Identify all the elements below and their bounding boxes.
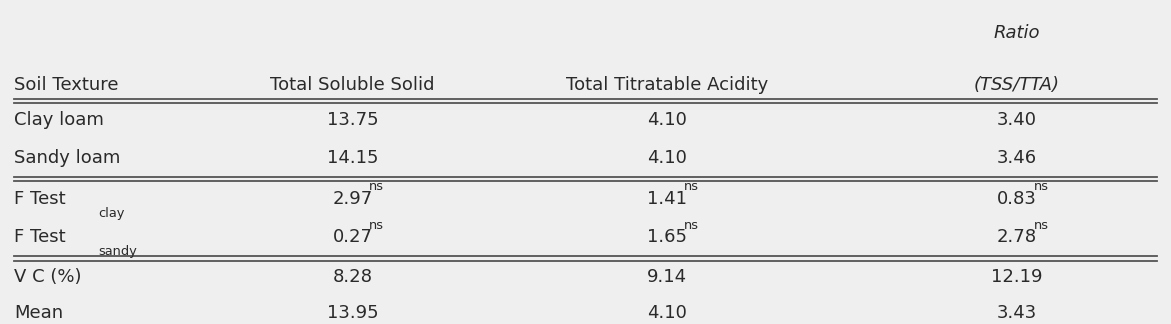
Text: 0.27: 0.27 xyxy=(333,228,372,246)
Text: ns: ns xyxy=(369,218,384,232)
Text: F Test: F Test xyxy=(14,228,66,246)
Text: ns: ns xyxy=(1034,218,1048,232)
Text: Soil Texture: Soil Texture xyxy=(14,76,119,94)
Text: 3.46: 3.46 xyxy=(997,149,1036,167)
Text: (TSS/TTA): (TSS/TTA) xyxy=(974,76,1060,94)
Text: 3.43: 3.43 xyxy=(997,304,1036,322)
Text: sandy: sandy xyxy=(98,245,137,258)
Text: Ratio: Ratio xyxy=(993,24,1040,42)
Text: 9.14: 9.14 xyxy=(648,268,687,286)
Text: Sandy loam: Sandy loam xyxy=(14,149,121,167)
Text: 1.41: 1.41 xyxy=(648,190,687,208)
Text: Clay loam: Clay loam xyxy=(14,111,104,129)
Text: ns: ns xyxy=(1034,180,1048,193)
Text: ns: ns xyxy=(369,180,384,193)
Text: F Test: F Test xyxy=(14,190,66,208)
Text: V C (%): V C (%) xyxy=(14,268,82,286)
Text: 14.15: 14.15 xyxy=(327,149,378,167)
Text: clay: clay xyxy=(98,207,125,220)
Text: 8.28: 8.28 xyxy=(333,268,372,286)
Text: Total Titratable Acidity: Total Titratable Acidity xyxy=(566,76,768,94)
Text: ns: ns xyxy=(684,180,699,193)
Text: 0.83: 0.83 xyxy=(997,190,1036,208)
Text: 2.97: 2.97 xyxy=(333,190,372,208)
Text: ns: ns xyxy=(684,218,699,232)
Text: 3.40: 3.40 xyxy=(997,111,1036,129)
Text: 1.65: 1.65 xyxy=(648,228,687,246)
Text: 12.19: 12.19 xyxy=(991,268,1042,286)
Text: 4.10: 4.10 xyxy=(648,149,687,167)
Text: 4.10: 4.10 xyxy=(648,304,687,322)
Text: 2.78: 2.78 xyxy=(997,228,1036,246)
Text: Mean: Mean xyxy=(14,304,63,322)
Text: Total Soluble Solid: Total Soluble Solid xyxy=(271,76,434,94)
Text: 4.10: 4.10 xyxy=(648,111,687,129)
Text: 13.75: 13.75 xyxy=(327,111,378,129)
Text: 13.95: 13.95 xyxy=(327,304,378,322)
